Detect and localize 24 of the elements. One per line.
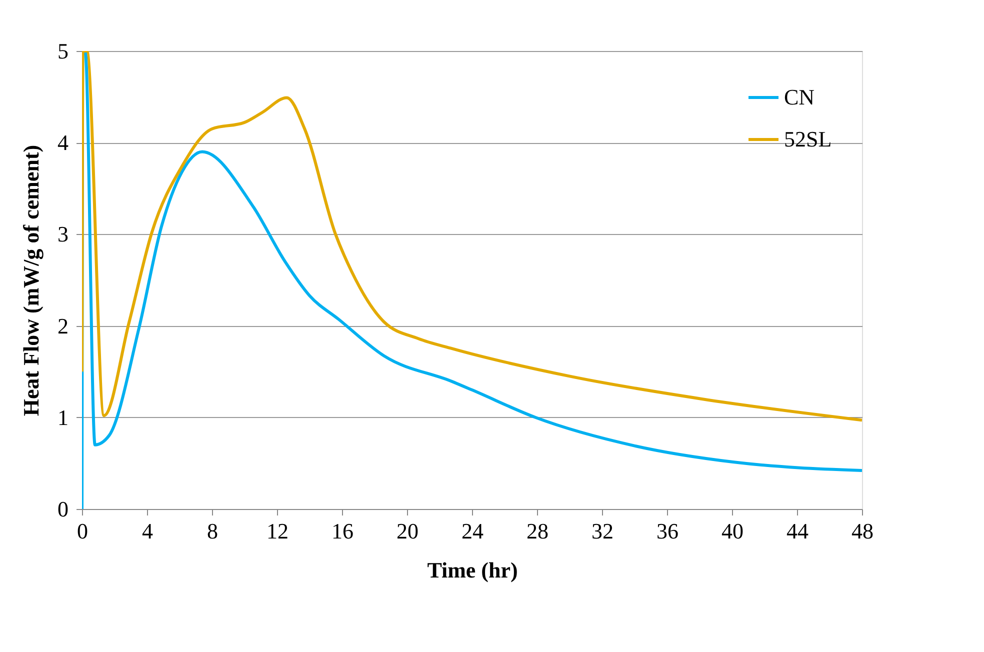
y-axis-title: Heat Flow (mW/g of cement) (18, 144, 44, 416)
y-tick-label: 2 (58, 313, 68, 338)
x-tick-label: 24 (462, 518, 484, 544)
legend-label: CN (784, 84, 815, 110)
x-tick-label: 12 (266, 518, 288, 544)
x-tick-label: 20 (396, 518, 418, 544)
x-axis-title: Time (hr) (427, 558, 518, 582)
x-tick-label: 48 (852, 518, 874, 544)
x-tick-label: 44 (786, 518, 808, 544)
y-tick-label: 3 (58, 222, 68, 247)
x-tick-label: 36 (656, 518, 678, 544)
x-tick-label: 40 (722, 518, 744, 544)
line-series (82, 51, 862, 422)
x-tick-label: 28 (526, 518, 548, 544)
x-tick-label: 0 (77, 518, 88, 544)
x-tick-label: 32 (592, 518, 614, 544)
legend-label: 52SL (784, 126, 832, 152)
x-tick-label: 8 (207, 518, 218, 544)
y-tick-label: 5 (58, 38, 68, 64)
y-tick-label: 4 (58, 130, 68, 156)
y-tick-label: 1 (58, 404, 68, 430)
x-tick-label: 16 (332, 518, 354, 544)
x-tick-label: 4 (142, 518, 153, 544)
y-tick-label: 0 (58, 496, 68, 522)
